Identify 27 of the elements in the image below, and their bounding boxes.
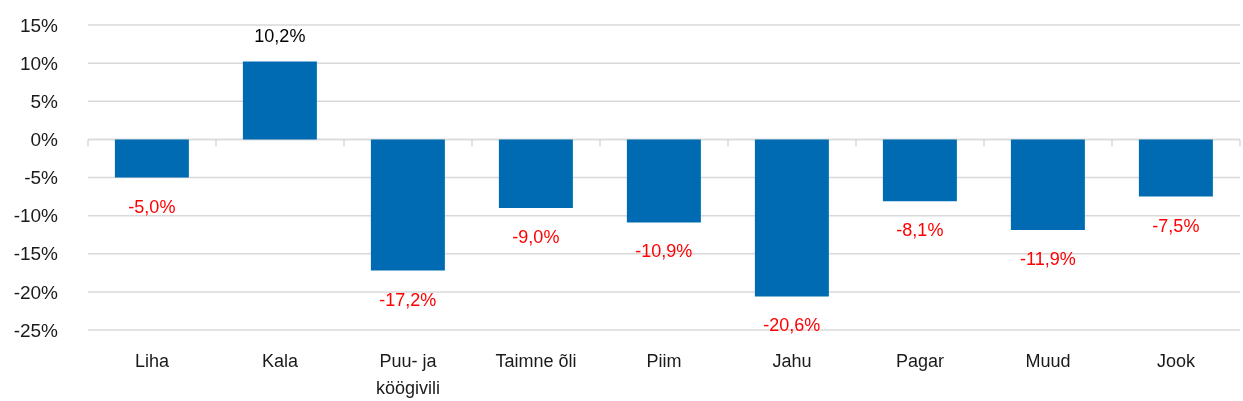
x-tick-label: Jahu (772, 351, 812, 372)
x-tick-label: Pagar (895, 351, 945, 372)
x-tick-label: Taimne õli (495, 351, 577, 372)
data-label: -5,0% (128, 196, 176, 217)
data-label: 10,2% (254, 25, 306, 46)
y-tick-label: -10% (13, 205, 59, 227)
y-tick-label: 0% (30, 129, 59, 151)
x-tick-label: Liha (134, 351, 170, 372)
y-tick-label: 10% (19, 52, 59, 74)
y-tick-label: -20% (13, 281, 59, 303)
x-tick-label: Muud (1025, 351, 1071, 372)
x-tick-label: Jook (1156, 351, 1197, 372)
data-label: -7,5% (1152, 215, 1200, 236)
data-label: -9,0% (512, 227, 560, 247)
y-tick-label: -25% (13, 319, 59, 341)
y-tick-label: -15% (13, 243, 59, 265)
x-tick-label: Puu- ja köögivili (375, 351, 441, 399)
data-label: -20,6% (763, 315, 821, 336)
data-label: -17,2% (379, 289, 437, 310)
x-tick-label: Piim (646, 351, 682, 372)
y-tick-label: 5% (30, 91, 59, 112)
x-tick-label: Kala (261, 351, 299, 372)
data-label: -8,1% (896, 220, 944, 241)
y-tick-label: 15% (19, 14, 59, 36)
data-label: -10,9% (635, 241, 693, 262)
data-label: -11,9% (1020, 249, 1076, 270)
y-tick-label: -5% (24, 167, 59, 189)
